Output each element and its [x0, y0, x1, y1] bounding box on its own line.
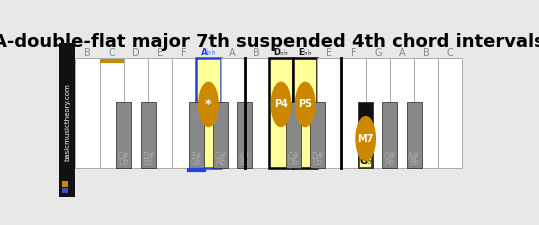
Text: C#: C# [287, 152, 299, 161]
Bar [62, 188, 68, 193]
Bar [317, 58, 342, 169]
Text: C: C [447, 48, 454, 58]
Text: Bb: Bb [409, 158, 419, 167]
Text: P4: P4 [274, 99, 288, 109]
Bar [100, 59, 124, 63]
Ellipse shape [295, 82, 315, 126]
Text: B: B [84, 48, 91, 58]
Bar [245, 58, 269, 169]
Bar [358, 102, 373, 169]
Text: Db: Db [119, 158, 129, 167]
Bar [116, 102, 132, 169]
Text: M7: M7 [357, 134, 374, 144]
Bar [59, 43, 75, 197]
Text: E♭♭: E♭♭ [299, 48, 312, 57]
Text: Eb: Eb [313, 158, 322, 167]
Bar [342, 58, 365, 169]
Text: Bb: Bb [240, 158, 250, 167]
Bar [141, 102, 156, 169]
Bar [406, 102, 421, 169]
Bar [75, 58, 100, 169]
Text: C#: C# [118, 152, 130, 161]
Text: A: A [229, 48, 236, 58]
Bar [196, 58, 220, 169]
Text: A♭♭: A♭♭ [201, 48, 216, 57]
Bar [172, 58, 196, 169]
Text: E: E [326, 48, 333, 58]
Text: G: G [374, 48, 382, 58]
Text: G#: G# [215, 152, 227, 161]
Text: Gb: Gb [191, 158, 202, 167]
Bar [189, 102, 204, 169]
Bar [220, 58, 245, 169]
Text: F: F [351, 48, 356, 58]
Bar [269, 58, 293, 169]
Text: Ab: Ab [385, 158, 395, 167]
Bar [286, 102, 301, 169]
Text: B: B [423, 48, 430, 58]
Text: B: B [253, 48, 260, 58]
Bar [414, 58, 438, 169]
Bar [237, 102, 252, 169]
Text: C: C [108, 48, 115, 58]
Text: D#: D# [311, 152, 323, 161]
Text: D#: D# [142, 152, 154, 161]
Bar [390, 58, 414, 169]
Bar [100, 58, 124, 169]
Text: *: * [205, 98, 212, 111]
Text: Eb: Eb [143, 158, 153, 167]
Bar [438, 58, 462, 169]
Text: Ab: Ab [216, 158, 226, 167]
Ellipse shape [199, 82, 218, 126]
Ellipse shape [271, 82, 291, 126]
Bar [365, 58, 390, 169]
Text: E: E [157, 48, 163, 58]
Text: A-double-flat major 7th suspended 4th chord intervals: A-double-flat major 7th suspended 4th ch… [0, 33, 539, 51]
Text: basicmusictheory.com: basicmusictheory.com [64, 83, 70, 161]
Bar [213, 102, 228, 169]
Text: A#: A# [408, 152, 420, 161]
Bar [148, 58, 172, 169]
Text: G♭: G♭ [360, 156, 372, 166]
Text: A: A [399, 48, 405, 58]
Ellipse shape [356, 117, 375, 161]
Text: G#: G# [384, 152, 396, 161]
Text: D: D [132, 48, 140, 58]
Bar [293, 58, 317, 169]
Text: P5: P5 [298, 99, 312, 109]
Bar [124, 58, 148, 169]
Bar [310, 102, 325, 169]
Text: D♭♭: D♭♭ [273, 48, 288, 57]
Text: F: F [182, 48, 187, 58]
Text: F#: F# [191, 152, 202, 161]
Bar [382, 102, 397, 169]
Text: Db: Db [288, 158, 299, 167]
Text: A#: A# [239, 152, 251, 161]
Bar [360, 156, 372, 168]
Bar [62, 181, 68, 187]
